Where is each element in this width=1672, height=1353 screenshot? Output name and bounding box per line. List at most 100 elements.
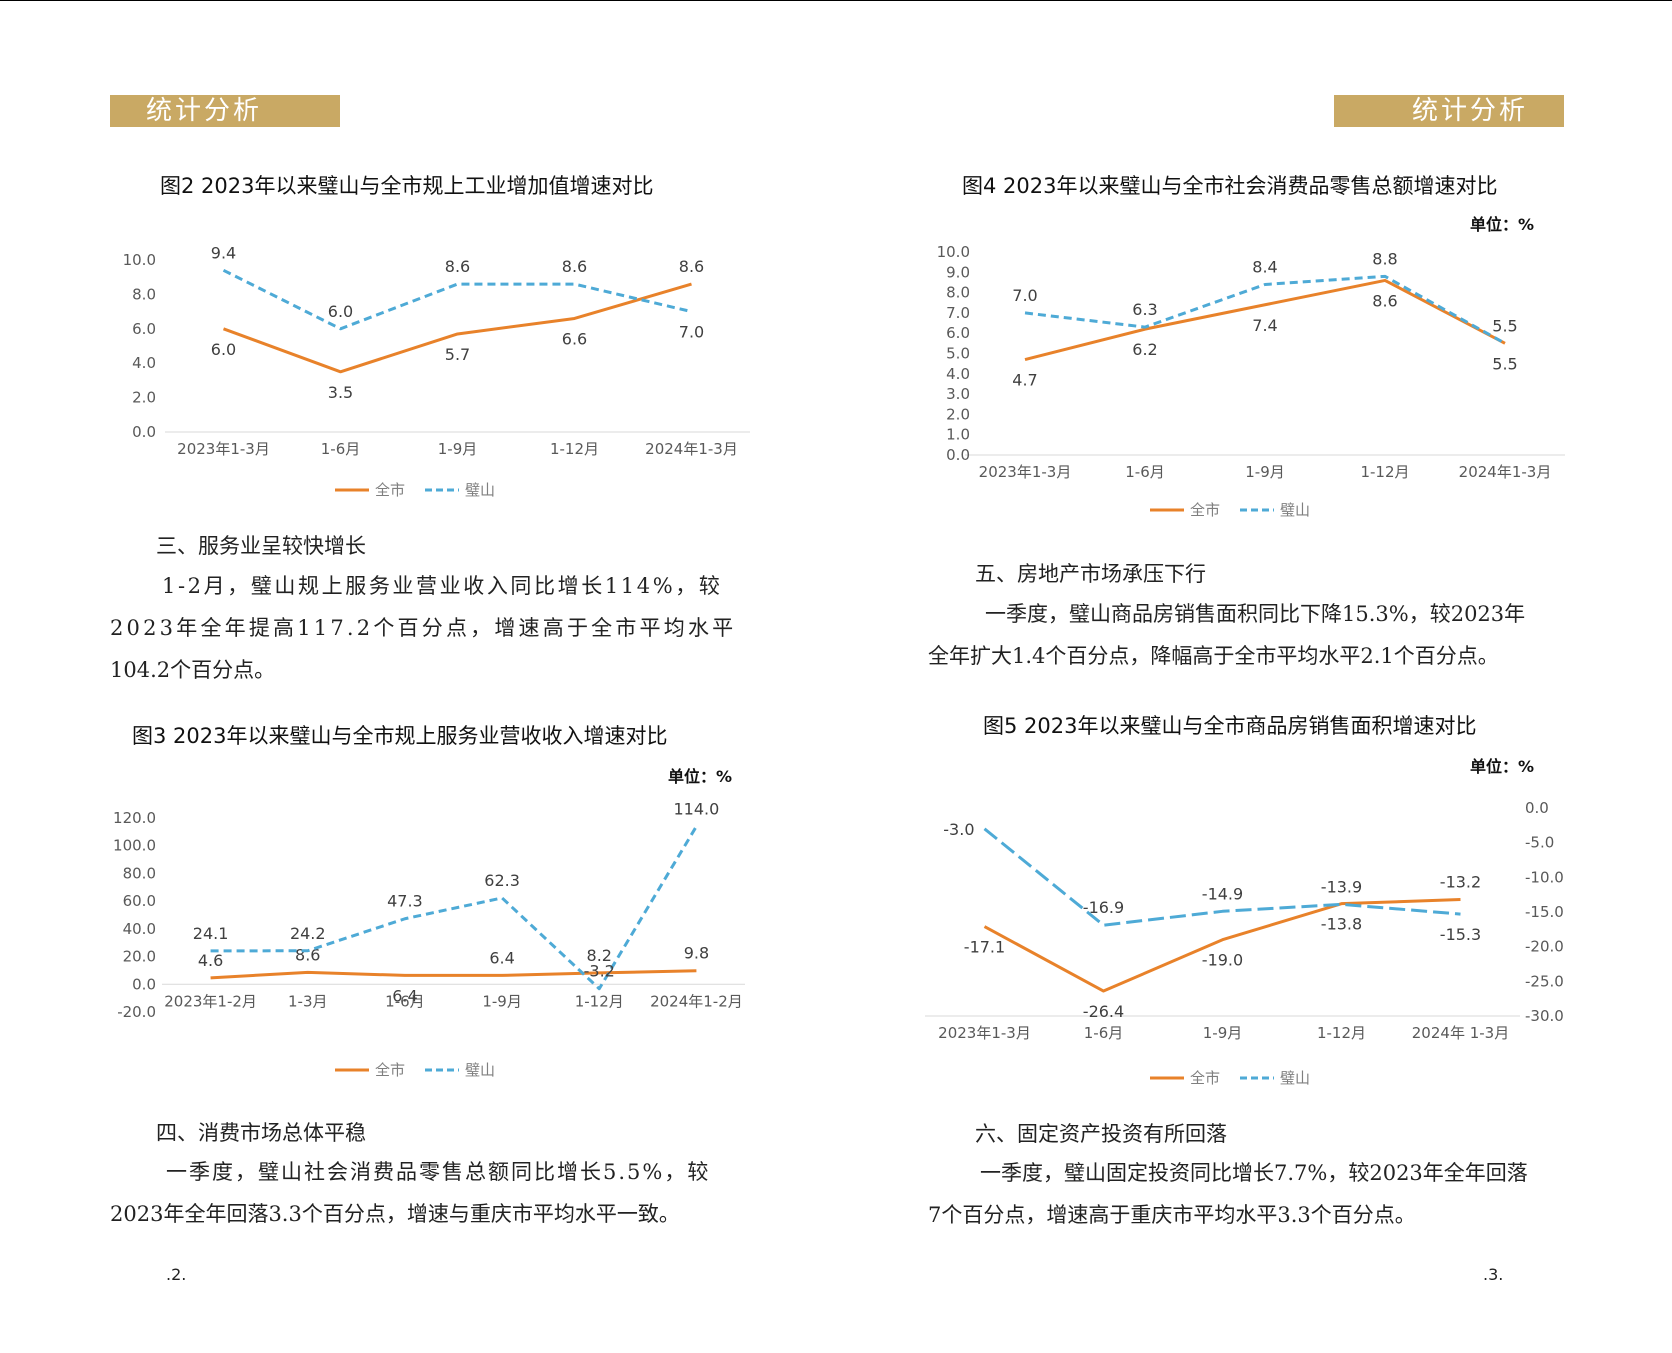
fig2-data-label: 6.0 — [328, 302, 353, 321]
fig4-retail-sales-chart: 图4 2023年以来璧山与全市社会消费品零售总额增速对比 单位：% 10.0 9.… — [937, 174, 1565, 519]
fig5-series-citywide-line — [983, 898, 1461, 993]
fig5-data-label: -17.1 — [964, 938, 1005, 957]
fig2-y-tick: 10.0 — [123, 251, 156, 269]
fig5-data-label: -3.0 — [943, 820, 974, 839]
fig3-x-tick: 1-6月 — [385, 992, 425, 1010]
fig3-data-label: 24.1 — [193, 924, 229, 943]
fig3-data-label: 62.3 — [484, 871, 520, 890]
fig3-y-tick: -20.0 — [117, 1003, 156, 1021]
fig2-data-label: 6.6 — [562, 329, 587, 348]
fig4-y-tick: 3.0 — [946, 385, 970, 403]
fig5-y-tick: -15.0 — [1525, 903, 1564, 921]
fig3-data-label: 8.2 — [587, 946, 612, 965]
fig3-y-tick: 100.0 — [113, 837, 156, 855]
sec5-line1: 一季度，璧山商品房销售面积同比下降15.3%，较2023年 — [985, 602, 1526, 626]
fig5-y-tick: -20.0 — [1525, 938, 1564, 956]
fig2-x-tick: 1-9月 — [438, 440, 478, 458]
fig2-title: 图2 2023年以来璧山与全市规上工业增加值增速对比 — [160, 174, 653, 198]
fig3-data-label: 4.6 — [198, 951, 223, 970]
left-page-header: 统计分析 — [110, 95, 340, 127]
fig5-data-label: -14.9 — [1202, 884, 1243, 903]
fig5-data-label: -19.0 — [1202, 951, 1243, 970]
fig4-data-label: 8.6 — [1372, 291, 1397, 310]
fig5-y-tick: -25.0 — [1525, 972, 1564, 990]
fig4-y-tick: 4.0 — [946, 365, 970, 383]
fig2-data-label: 7.0 — [679, 323, 704, 342]
fig3-y-tick: 40.0 — [123, 920, 156, 938]
fig2-x-tick: 2023年1-3月 — [177, 440, 270, 458]
fig4-data-label: 5.5 — [1492, 354, 1517, 373]
fig2-x-tick: 1-6月 — [321, 440, 361, 458]
fig4-x-tick: 1-9月 — [1245, 463, 1285, 481]
fig2-industry-growth-chart: 图2 2023年以来璧山与全市规上工业增加值增速对比 10.0 8.0 6.0 4.0… — [123, 174, 750, 499]
fig3-y-tick: 80.0 — [123, 864, 156, 882]
right-page-header: 统计分析 — [1334, 95, 1564, 127]
fig4-y-tick: 9.0 — [946, 263, 970, 281]
right-page-number: .3. — [1483, 1265, 1504, 1284]
fig5-x-tick: 2024年 1-3月 — [1412, 1024, 1509, 1042]
fig3-x-tick: 1-12月 — [575, 992, 624, 1010]
sec6-heading: 六、固定资产投资有所回落 — [975, 1122, 1227, 1146]
fig5-legend-citywide: 全市 — [1190, 1069, 1220, 1087]
fig4-y-tick: 0.0 — [946, 446, 970, 464]
fig4-x-tick: 2023年1-3月 — [979, 463, 1072, 481]
fig3-data-label: 6.4 — [392, 986, 417, 1005]
fig4-series-bishan-line — [1024, 274, 1506, 345]
fig2-data-label: 8.6 — [562, 257, 587, 276]
fig3-series-bishan-line — [210, 825, 698, 991]
fig4-x-tick: 2024年1-3月 — [1459, 463, 1552, 481]
fig5-data-label: -13.8 — [1321, 915, 1362, 934]
fig2-data-label: 6.0 — [211, 340, 236, 359]
left-page-number: .2. — [166, 1265, 187, 1284]
fig3-data-label: 24.2 — [290, 924, 326, 943]
fig2-data-label: 8.6 — [445, 257, 470, 276]
sec5-heading: 五、房地产市场承压下行 — [975, 562, 1206, 586]
fig4-x-tick: 1-6月 — [1125, 463, 1165, 481]
fig5-x-tick: 1-9月 — [1203, 1024, 1243, 1042]
fig3-y-tick: 60.0 — [123, 892, 156, 910]
fig4-series-citywide-line — [1024, 278, 1506, 362]
fig4-data-label: 5.5 — [1492, 316, 1517, 335]
sec3-line1: 1-2月，璧山规上服务业营业收入同比增长114%，较 — [162, 574, 723, 598]
fig4-title: 图4 2023年以来璧山与全市社会消费品零售总额增速对比 — [962, 174, 1497, 198]
fig2-y-tick: 8.0 — [132, 285, 156, 303]
fig3-y-tick: 120.0 — [113, 809, 156, 827]
sec4-heading: 四、消费市场总体平稳 — [156, 1121, 366, 1145]
fig2-series-citywide-line — [222, 282, 692, 374]
fig4-data-label: 6.3 — [1132, 300, 1157, 319]
fig2-data-label: 3.5 — [328, 383, 353, 402]
fig5-y-tick: 0.0 — [1525, 799, 1549, 817]
fig4-y-tick: 7.0 — [946, 304, 970, 322]
sec4-line1: 一季度，璧山社会消费品零售总额同比增长5.5%，较 — [166, 1160, 711, 1184]
fig2-legend-citywide: 全市 — [375, 481, 405, 499]
fig4-y-tick: 5.0 — [946, 345, 970, 363]
fig4-data-label: 7.4 — [1252, 316, 1277, 335]
fig5-x-tick: 1-12月 — [1317, 1024, 1366, 1042]
fig4-y-tick: 8.0 — [946, 284, 970, 302]
fig3-title: 图3 2023年以来璧山与全市规上服务业营收收入增速对比 — [132, 724, 667, 748]
fig4-y-tick: 2.0 — [946, 405, 970, 423]
fig3-y-tick: 0.0 — [132, 975, 156, 993]
fig3-x-tick: 2023年1-2月 — [164, 992, 257, 1010]
fig5-data-label: -26.4 — [1083, 1002, 1124, 1021]
sec3-line3: 104.2个百分点。 — [110, 658, 276, 682]
fig3-data-label: 6.4 — [489, 948, 514, 967]
top-border-line — [0, 0, 1672, 1]
fig3-x-tick: 2024年1-2月 — [650, 992, 743, 1010]
fig5-data-label: -16.9 — [1083, 898, 1124, 917]
fig3-y-tick: 20.0 — [123, 948, 156, 966]
fig4-data-label: 7.0 — [1012, 286, 1037, 305]
fig3-data-label: 8.6 — [295, 945, 320, 964]
fig2-data-label: 8.6 — [679, 257, 704, 276]
fig4-data-label: 4.7 — [1012, 371, 1037, 390]
fig5-x-tick: 2023年1-3月 — [938, 1024, 1031, 1042]
fig2-y-tick: 6.0 — [132, 320, 156, 338]
sec4-line2: 2023年全年回落3.3个百分点，增速与重庆市平均水平一致。 — [110, 1202, 680, 1226]
sec3-heading: 三、服务业呈较快增长 — [156, 534, 366, 558]
fig4-data-label: 8.8 — [1372, 249, 1397, 268]
fig3-series-citywide-line — [210, 969, 697, 980]
fig2-data-label: 5.7 — [445, 345, 470, 364]
fig5-data-label: -13.9 — [1321, 877, 1362, 896]
fig5-housing-sales-chart: 图5 2023年以来璧山与全市商品房销售面积增速对比 单位：% 0.0 -5.0 -… — [925, 714, 1564, 1087]
fig5-unit: 单位：% — [1470, 757, 1534, 776]
